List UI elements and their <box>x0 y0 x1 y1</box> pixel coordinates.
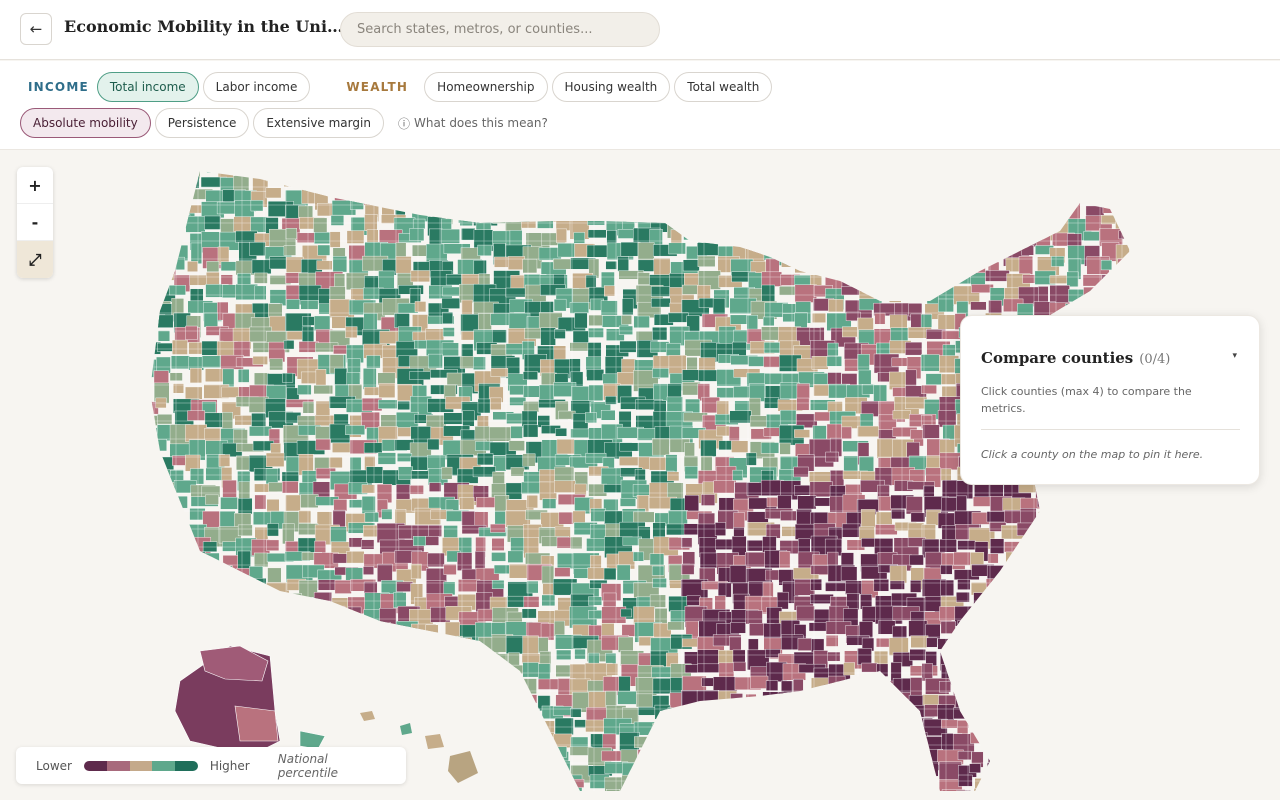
income-group-label: INCOME <box>28 80 89 94</box>
info-icon: ⓘ <box>397 116 410 131</box>
legend-high-label: Higher <box>209 758 250 773</box>
search-input[interactable] <box>340 12 660 47</box>
compare-counties-panel: Compare counties (0/4) ▾ Click counties (… <box>960 315 1260 485</box>
chip-homeownership[interactable]: Homeownership <box>424 72 548 102</box>
arrow-left-icon: ← <box>29 20 43 38</box>
legend-swatch-1 <box>83 760 107 771</box>
chip-labor-income[interactable]: Labor income <box>202 72 311 102</box>
wealth-group-label: WEALTH <box>346 80 409 94</box>
legend-swatch-5 <box>175 760 198 771</box>
zoom-in-button[interactable]: + <box>17 167 53 204</box>
compare-panel-title: Compare counties (0/4) <box>981 349 1170 367</box>
hawaii-region[interactable] <box>360 711 478 783</box>
chip-persistence[interactable]: Persistence <box>154 108 250 138</box>
chip-total-income[interactable]: Total income <box>96 72 199 102</box>
legend-note: National percentile <box>277 751 339 780</box>
chip-extensive-margin[interactable]: Extensive margin <box>253 108 384 138</box>
page-title: Economic Mobility in the United States <box>64 17 344 36</box>
compare-description: Click counties (max 4) to compare the me… <box>981 385 1192 415</box>
legend-swatch-4 <box>152 760 176 771</box>
filter-bar: INCOME Total income Labor income WEALTH … <box>0 61 1280 150</box>
compare-hint: Click a county on the map to pin it here… <box>981 448 1204 461</box>
help-link[interactable]: ⓘ What does this mean? <box>398 115 548 132</box>
compare-count: (0/4) <box>1139 352 1171 367</box>
legend-low-label: Lower <box>36 758 72 773</box>
legend-color-scale <box>83 760 198 771</box>
fit-view-button[interactable]: ⤢ <box>17 241 53 278</box>
chip-absolute-mobility[interactable]: Absolute mobility <box>20 108 151 138</box>
legend-swatch-2 <box>106 760 130 771</box>
zoom-controls: + - ⤢ <box>17 167 53 278</box>
chip-total-wealth[interactable]: Total wealth <box>674 72 773 102</box>
map-legend: Lower Higher National percentile <box>16 747 406 784</box>
top-bar: ← Economic Mobility in the United States <box>0 0 1280 60</box>
compare-divider <box>981 429 1240 430</box>
alaska-region[interactable] <box>174 645 326 752</box>
us-county-map[interactable] <box>0 151 1280 800</box>
chip-housing-wealth[interactable]: Housing wealth <box>551 72 671 102</box>
compare-title-text: Compare counties <box>981 349 1134 367</box>
help-link-label: What does this mean? <box>413 116 548 130</box>
expand-arrows-icon: ⤢ <box>28 249 42 269</box>
legend-swatch-3 <box>129 760 153 771</box>
dataset-filter-row: INCOME Total income Labor income WEALTH … <box>20 72 776 102</box>
zoom-out-button[interactable]: - <box>17 204 53 241</box>
map-canvas[interactable] <box>0 151 1280 800</box>
collapse-caret-icon[interactable]: ▾ <box>1232 351 1237 361</box>
back-button[interactable]: ← <box>20 13 52 45</box>
metric-filter-row: Absolute mobility Persistence Extensive … <box>20 108 548 138</box>
